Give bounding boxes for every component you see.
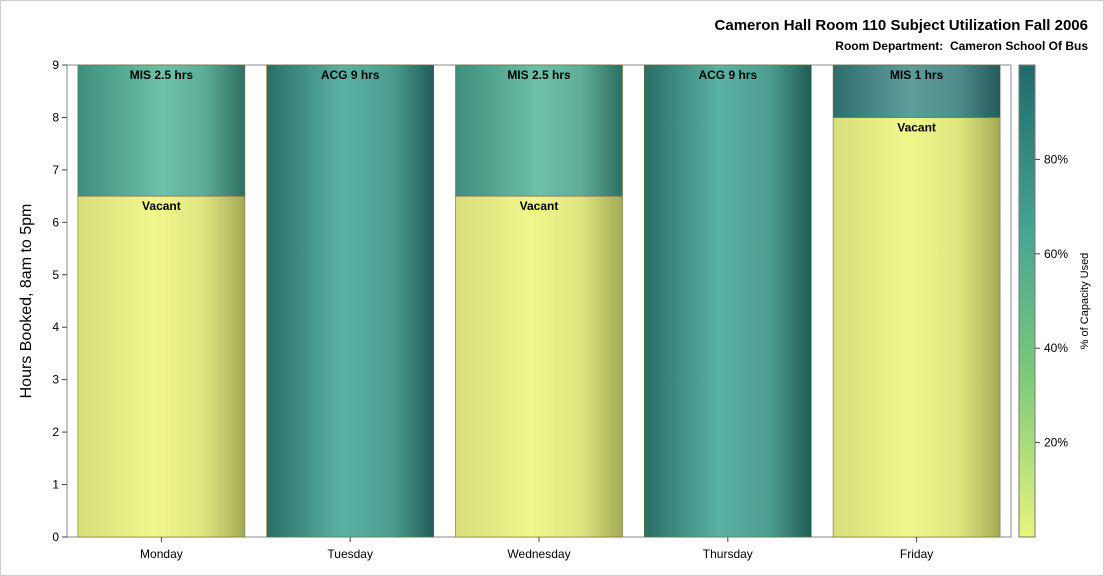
bar-segment: [643, 64, 812, 538]
bar-segment: [832, 117, 1001, 538]
colorbar: [1018, 64, 1036, 538]
y-tick-label: 1: [52, 478, 59, 492]
colorbar-label: % of Capacity Used: [1079, 253, 1091, 350]
bar-segment-label: ACG 9 hrs: [698, 68, 757, 82]
x-tick-label: Thursday: [703, 547, 753, 561]
bar-segment: [77, 64, 246, 197]
x-tick-label: Monday: [140, 547, 183, 561]
chart-subtitle: Room Department: Cameron School Of Bus: [835, 39, 1088, 53]
x-tick-label: Tuesday: [327, 547, 373, 561]
colorbar-tick-label: 60%: [1044, 247, 1068, 261]
y-tick-label: 3: [52, 373, 59, 387]
bar-segment-label: Vacant: [142, 199, 181, 213]
bar-segment-label: MIS 2.5 hrs: [130, 68, 194, 82]
y-tick-label: 6: [52, 215, 59, 229]
colorbar-tick-label: 20%: [1044, 436, 1068, 450]
y-tick-label: 9: [52, 58, 59, 72]
bar-segment: [455, 64, 623, 197]
subtitle-value: Cameron School Of Bus: [950, 39, 1088, 53]
y-tick-label: 0: [52, 530, 59, 544]
bar-segment-label: MIS 2.5 hrs: [507, 68, 571, 82]
y-tick-label: 7: [52, 163, 59, 177]
colorbar-ticks: 20% 40% 60% 80%: [1035, 152, 1068, 450]
x-tick-label: Friday: [900, 547, 933, 561]
colorbar-tick-label: 40%: [1044, 341, 1068, 355]
x-tick-label: Wednesday: [507, 547, 570, 561]
bar-segment-label: ACG 9 hrs: [321, 68, 380, 82]
bar-segment: [832, 64, 1001, 118]
bar-segment-label: MIS 1 hrs: [890, 68, 944, 82]
plot-area: 0 1 2 3 4 5 6 7 8 9 Vacant MIS 2.5 hrs Monday ACG 9 h…: [52, 58, 1012, 561]
bar-segment: [266, 64, 435, 538]
y-tick-label: 4: [52, 320, 59, 334]
y-tick-label: 2: [52, 425, 59, 439]
y-tick-label: 8: [52, 110, 59, 124]
colorbar-tick-label: 80%: [1044, 152, 1068, 166]
y-tick-label: 5: [52, 268, 59, 282]
chart-title: Cameron Hall Room 110 Subject Utilizatio…: [715, 17, 1088, 34]
bar-segment-label: Vacant: [520, 199, 559, 213]
subtitle-label: Room Department:: [835, 39, 943, 53]
bar-segment: [455, 195, 623, 538]
bar-segment-label: Vacant: [897, 120, 936, 134]
y-axis-label: Hours Booked, 8am to 5pm: [18, 204, 35, 399]
bar-segment: [77, 195, 246, 538]
